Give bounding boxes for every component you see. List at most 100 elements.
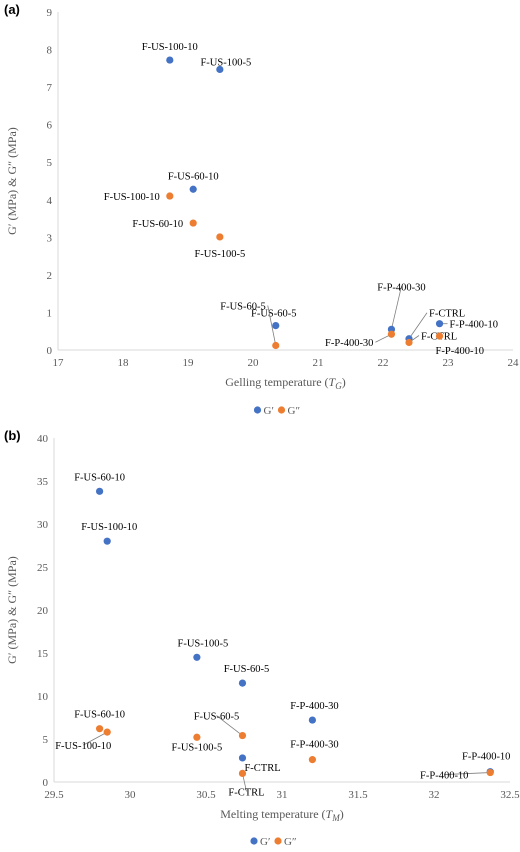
- data-label: F-US-100-5: [177, 638, 228, 649]
- data-point: [96, 725, 104, 733]
- data-point: [435, 332, 444, 340]
- data-point: [435, 320, 444, 328]
- data-label: F-P-400-30: [377, 282, 425, 293]
- data-point: [238, 769, 247, 777]
- data-label: F-US-60-5: [194, 712, 240, 723]
- data-point: [387, 330, 396, 338]
- data-point: [238, 731, 247, 740]
- x-tick-label: 22: [378, 357, 389, 369]
- data-point: [405, 338, 413, 347]
- y-tick-label: 10: [37, 691, 49, 703]
- chart-panel-a: (a) 0 1 2 3 4 5 6 7 8 9 17 18 19 20 21 22 23 24 G′ (MPa) &…: [4, 2, 520, 417]
- y-tick-label: 3: [47, 232, 53, 244]
- data-label: F-US-60-10: [168, 171, 219, 182]
- data-label: F-CTRL: [244, 763, 280, 774]
- data-point: [238, 754, 247, 762]
- data-label: F-P-400-30: [290, 740, 338, 751]
- y-tick-label: 0: [43, 777, 49, 789]
- x-tick-label: 31: [277, 789, 288, 801]
- y-tick-label: 6: [47, 120, 53, 132]
- x-tick-label: 18: [118, 357, 130, 369]
- x-tick-label: 29.5: [44, 789, 64, 801]
- legend-marker: [274, 837, 282, 845]
- data-point: [308, 716, 316, 724]
- scatter-chart-b: 0 5 10 15 20 25 30 35 40 29.5 30 30.5 31 31.5 32 32.5 G′…: [5, 433, 520, 848]
- data-label: F-P-400-10: [420, 771, 468, 782]
- data-label: F-US-100-10: [81, 522, 137, 533]
- y-tick-label: 4: [47, 195, 53, 207]
- y-tick-label: 5: [43, 734, 49, 746]
- annotation-leader-line: [391, 286, 402, 330]
- data-point: [189, 219, 197, 227]
- panel-label: (a): [4, 2, 20, 17]
- y-tick-label: 8: [47, 45, 53, 57]
- data-label: F-P-400-10: [450, 320, 498, 331]
- data-point: [166, 56, 174, 64]
- data-point: [308, 756, 316, 764]
- x-tick-label: 20: [248, 357, 260, 369]
- annotation-leader-line: [267, 305, 277, 346]
- x-tick-label: 30.5: [196, 789, 216, 801]
- data-label: F-US-100-5: [200, 57, 251, 68]
- data-label: F-US-60-5: [251, 309, 297, 320]
- x-tick-label: 23: [443, 357, 455, 369]
- data-label: F-US-60-10: [74, 472, 125, 483]
- legend-label: G′: [260, 836, 270, 848]
- legend: G′ G″: [250, 836, 297, 848]
- x-axis-title: Gelling temperature (TG): [225, 375, 345, 391]
- data-label: F-US-100-5: [171, 742, 222, 753]
- x-tick-label: 17: [53, 357, 65, 369]
- legend: G′ G″: [253, 405, 301, 417]
- legend-marker: [250, 837, 258, 845]
- data-label: F-CTRL: [429, 309, 465, 320]
- x-tick-label: 30: [125, 789, 137, 801]
- data-point: [238, 679, 247, 687]
- data-label: F-US-60-5: [224, 664, 270, 675]
- data-label: F-US-60-10: [74, 710, 125, 721]
- data-label: F-US-60-10: [132, 219, 183, 230]
- legend-label: G′: [264, 405, 274, 417]
- y-tick-label: 15: [37, 648, 49, 660]
- y-tick-label: 2: [47, 270, 53, 282]
- y-tick-label: 40: [37, 433, 49, 445]
- data-point: [96, 487, 104, 495]
- y-tick-label: 25: [37, 562, 49, 574]
- data-label: F-P-400-30: [325, 338, 373, 349]
- y-axis-title: G′ (MPa) & G″ (MPa): [5, 127, 19, 235]
- data-point: [486, 768, 494, 777]
- y-tick-label: 7: [47, 82, 53, 94]
- data-point: [103, 537, 111, 545]
- y-tick-label: 9: [47, 7, 53, 19]
- y-tick-label: 30: [37, 519, 49, 531]
- legend-label: G″: [288, 405, 301, 417]
- y-tick-label: 5: [47, 157, 53, 169]
- data-point: [216, 233, 224, 241]
- data-point: [189, 185, 197, 193]
- legend-label: G″: [284, 836, 297, 848]
- data-point: [272, 341, 280, 350]
- x-tick-label: 31.5: [348, 789, 368, 801]
- annotation-leader-line: [83, 731, 108, 746]
- annotation-leader-line: [408, 312, 428, 339]
- data-label: F-US-100-10: [55, 741, 111, 752]
- x-tick-label: 24: [508, 357, 520, 369]
- chart-panel-b: (b) 0 5 10 15 20 25 30 35 40 29.5 30 30.5 31 31.5 32 32…: [0, 426, 520, 852]
- x-axis-title: Melting temperature (TM): [220, 807, 343, 823]
- y-tick-label: 20: [37, 605, 49, 617]
- data-point: [272, 321, 280, 330]
- x-tick-label: 32.5: [500, 789, 520, 801]
- x-tick-label: 21: [313, 357, 324, 369]
- legend-marker: [277, 406, 286, 414]
- y-tick-label: 1: [47, 307, 53, 319]
- data-label: F-P-400-30: [290, 701, 338, 712]
- x-tick-label: 32: [429, 789, 440, 801]
- data-label: F-US-60-5: [220, 301, 266, 312]
- x-tick-label: 19: [183, 357, 195, 369]
- data-point: [166, 192, 174, 200]
- y-tick-label: 0: [47, 345, 53, 357]
- panel-label: (b): [4, 428, 21, 443]
- data-label: F-P-400-10: [436, 346, 484, 357]
- data-label: F-US-100-5: [194, 249, 245, 260]
- data-point: [216, 65, 224, 74]
- y-axis-title: G′ (MPa) & G″ (MPa): [5, 556, 19, 664]
